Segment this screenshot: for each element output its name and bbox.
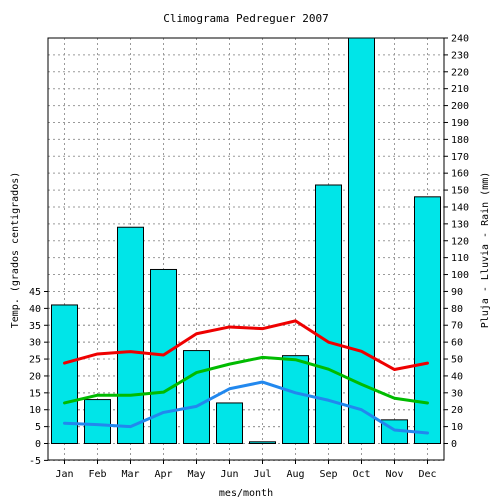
right-tick-label: 160 [451,169,469,180]
right-tick-label: 50 [451,355,463,366]
right-tick-label: 240 [451,34,469,45]
left-tick-label: 20 [29,371,41,382]
x-tick-label-feb: Feb [88,469,106,480]
temperature-series-line-2 [63,355,429,405]
rain-bar-sep [315,184,342,444]
rain-bar-aug [282,355,309,444]
left-tick-label: 15 [29,388,41,399]
right-axis-label: Pluja - Lluvia - Rain (mm) [480,172,491,329]
right-tick-label: 0 [451,439,457,450]
x-tick-label-jun: Jun [220,469,238,480]
left-tick-label: 0 [35,439,41,450]
left-tick-label: 5 [35,422,41,433]
rain-bar-oct [348,37,375,444]
right-tick-label: 80 [451,304,463,315]
right-tick-label: 40 [451,371,463,382]
x-tick-label-sep: Sep [319,469,337,480]
left-axis-ticks: -5 0 5 10 15 20 25 30 35 40 45 [29,287,48,467]
right-tick-label: 90 [451,287,463,298]
x-tick-label-dec: Dec [418,469,436,480]
right-tick-label: 60 [451,338,463,349]
right-tick-label: 20 [451,405,463,416]
right-tick-label: 140 [451,202,469,213]
x-tick-label-mar: Mar [121,469,139,480]
right-tick-label: 150 [451,186,469,197]
rain-bar-mar [117,226,144,444]
right-tick-label: 200 [451,101,469,112]
temperature-lines [63,319,429,435]
temperature-series-line-3 [63,380,429,435]
right-tick-label: 220 [451,67,469,78]
temperature-series-line-1 [63,319,429,372]
right-tick-label: 190 [451,118,469,129]
x-tick-label-oct: Oct [352,469,370,480]
x-tick-label-jul: Jul [253,469,271,480]
right-tick-label: 10 [451,422,463,433]
left-tick-label: 40 [29,304,41,315]
x-axis-label: mes/month [219,488,273,499]
right-tick-label: 130 [451,219,469,230]
right-tick-label: 70 [451,321,463,332]
left-tick-label: 45 [29,287,41,298]
left-tick-label: 30 [29,338,41,349]
right-tick-label: 230 [451,50,469,61]
right-tick-label: 210 [451,84,469,95]
chart-title: Climograma Pedreguer 2007 [163,12,329,25]
rain-bar-may [183,350,210,444]
right-tick-label: 100 [451,270,469,281]
x-axis-ticks: Jan Feb Mar Apr May Jun Jul Aug Sep Oct Nov Dec [55,460,437,480]
x-tick-label-may: May [187,469,205,480]
right-axis-ticks: 0 10 20 30 40 50 60 70 80 90 100 110 120 130 140 150 160… [444,34,469,450]
x-tick-label-nov: Nov [385,469,403,480]
x-tick-label-jan: Jan [55,469,73,480]
left-tick-label: 35 [29,321,41,332]
rain-bar-jun [216,402,243,445]
left-axis-label: Temp. (grados centigrados) [10,172,21,329]
plot-frame [47,37,445,461]
x-tick-label-apr: Apr [154,469,172,480]
right-tick-label: 120 [451,236,469,247]
rain-bar-feb [84,399,111,444]
x-tick-label-aug: Aug [286,469,304,480]
right-tick-label: 30 [451,388,463,399]
right-tick-label: 180 [451,135,469,146]
right-tick-label: 110 [451,253,469,264]
rain-bar-jul [249,441,276,445]
left-tick-label: 10 [29,405,41,416]
left-tick-label: -5 [29,456,41,467]
rain-bar-dec [414,196,441,444]
left-tick-label: 25 [29,355,41,366]
rain-bar-jan [51,304,78,444]
right-tick-label: 170 [451,152,469,163]
